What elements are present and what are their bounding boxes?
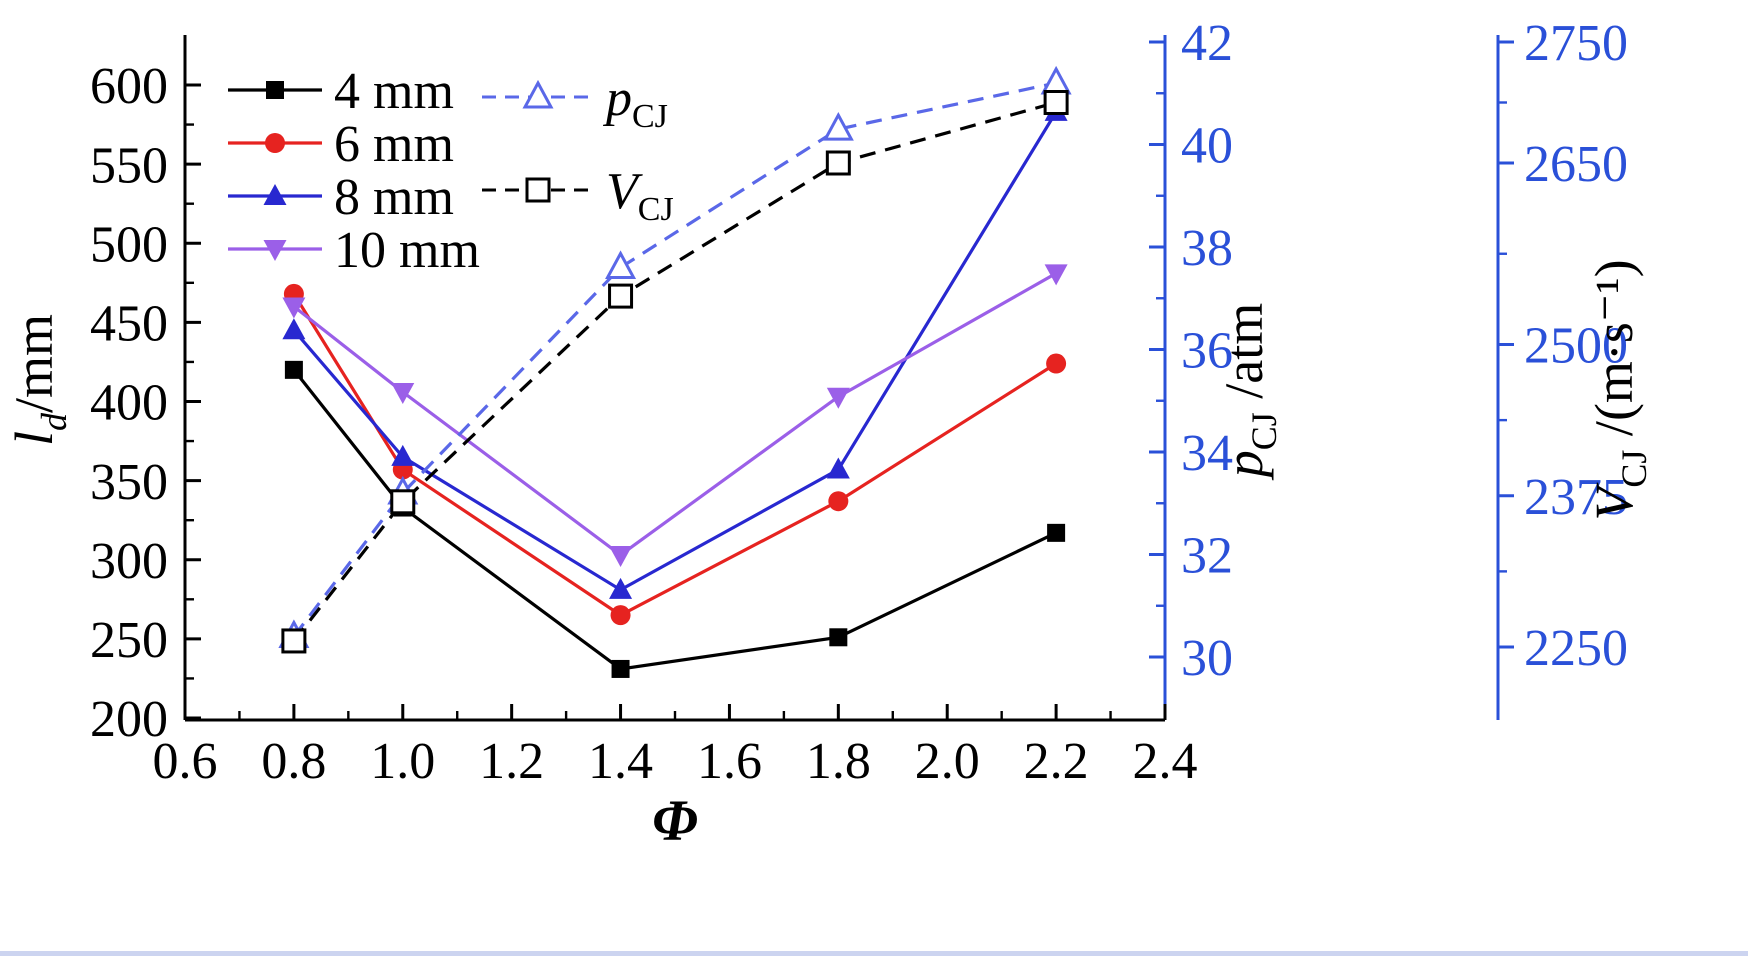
series-4-mm-line xyxy=(292,368,1057,671)
scan-edge-artifact xyxy=(0,951,1748,956)
series-v-cj-marker-0 xyxy=(281,628,307,654)
series-10-mm-marker-4 xyxy=(1044,264,1068,286)
series-v-cj-marker-4 xyxy=(1043,90,1069,115)
series-10-mm-marker-3 xyxy=(826,387,850,409)
left-axis-tick-label-5: 450 xyxy=(90,296,168,353)
series-p-cj-marker-2 xyxy=(605,250,637,279)
x-axis-tick-label-2: 1.0 xyxy=(370,733,435,790)
legend-p-cj-marker xyxy=(522,79,554,109)
series-4-mm-marker-2 xyxy=(611,659,630,678)
left-axis-tick-label-0: 200 xyxy=(90,691,168,748)
series-p-cj-marker-4 xyxy=(1040,65,1072,95)
x-axis-tick-label-5: 1.6 xyxy=(697,733,762,790)
series-8-mm-marker-1 xyxy=(391,444,415,466)
p-axis-tick-label-2: 34 xyxy=(1181,425,1233,482)
p-axis-tick-label-3: 36 xyxy=(1181,323,1233,380)
legend-v-cj-marker xyxy=(525,177,551,203)
v-axis-tick-label-0: 2250 xyxy=(1524,620,1628,677)
p-axis-tick-label-1: 32 xyxy=(1181,528,1233,585)
series-p-cj-marker-3 xyxy=(822,111,854,141)
x-axis-tick-label-1: 0.8 xyxy=(261,733,326,790)
p-axis-tick-label-4: 38 xyxy=(1181,220,1233,277)
x-axis-tick-label-4: 1.4 xyxy=(588,733,653,790)
x-axis-tick-label-0: 0.6 xyxy=(153,733,218,790)
v-axis-tick-label-2: 2500 xyxy=(1524,318,1628,375)
left-axis-tick-label-2: 300 xyxy=(90,533,168,590)
series-6-mm-marker-4 xyxy=(1046,353,1067,374)
legend-10-mm-marker xyxy=(263,240,287,261)
x-axis-tick-label-8: 2.2 xyxy=(1024,733,1089,790)
series-4-mm-marker-3 xyxy=(829,628,848,647)
p-axis-tick-label-5: 40 xyxy=(1181,118,1233,175)
p-axis-tick-label-6: 42 xyxy=(1181,15,1233,72)
legend-8-mm-marker xyxy=(263,184,287,205)
x-axis-tick-label-6: 1.8 xyxy=(806,733,871,790)
series-10-mm-marker-2 xyxy=(609,546,633,568)
left-axis-title: ld/mm xyxy=(4,314,74,446)
series-6-mm-marker-2 xyxy=(610,605,631,626)
series-4-mm-marker-0 xyxy=(284,360,303,379)
legend-v-cj-label: VCJ xyxy=(606,163,674,228)
series-8-mm-marker-2 xyxy=(609,577,633,599)
v-axis-tick-label-3: 2650 xyxy=(1524,136,1628,193)
legend-10-mm-label: 10 mm xyxy=(334,222,480,279)
series-8-mm-marker-0 xyxy=(282,318,306,340)
legend-8-mm-label: 8 mm xyxy=(334,169,454,226)
x-axis-tick-label-7: 2.0 xyxy=(915,733,980,790)
v-axis-tick-label-4: 2750 xyxy=(1524,15,1628,72)
left-axis-tick-label-7: 550 xyxy=(90,137,168,194)
p-axis-tick-label-0: 30 xyxy=(1181,630,1233,687)
series-6-mm-line xyxy=(292,293,1057,617)
legend-4-mm-marker xyxy=(266,81,284,99)
left-axis-tick-label-1: 250 xyxy=(90,612,168,669)
legend-4-mm-label: 4 mm xyxy=(334,63,454,120)
left-axis-tick-label-3: 350 xyxy=(90,454,168,511)
left-axis-tick-label-8: 600 xyxy=(90,58,168,115)
p-axis-title: pCJ /atm xyxy=(1214,303,1284,482)
series-v-cj-marker-2 xyxy=(608,283,634,309)
left-axis-tick-label-4: 400 xyxy=(90,375,168,432)
v-axis-tick-label-1: 2375 xyxy=(1524,469,1628,526)
series-v-cj-marker-1 xyxy=(390,489,416,515)
x-axis-title: Φ xyxy=(652,788,698,853)
series-6-mm-marker-3 xyxy=(828,491,849,512)
legend-p-cj-label: pCJ xyxy=(602,70,668,135)
legend-6-mm-marker xyxy=(265,133,285,153)
x-axis-tick-label-3: 1.2 xyxy=(479,733,544,790)
series-10-mm-marker-0 xyxy=(282,297,306,319)
legend-6-mm-label: 6 mm xyxy=(334,116,454,173)
left-axis-tick-label-6: 500 xyxy=(90,216,168,273)
series-10-mm-marker-1 xyxy=(391,383,415,405)
series-4-mm-marker-4 xyxy=(1047,523,1066,542)
v-axis-title: VCJ /(m·s⁻¹) xyxy=(1584,259,1654,520)
x-axis-tick-label-9: 2.4 xyxy=(1133,733,1198,790)
series-8-mm-marker-3 xyxy=(826,457,850,479)
series-v-cj-marker-3 xyxy=(825,150,851,176)
